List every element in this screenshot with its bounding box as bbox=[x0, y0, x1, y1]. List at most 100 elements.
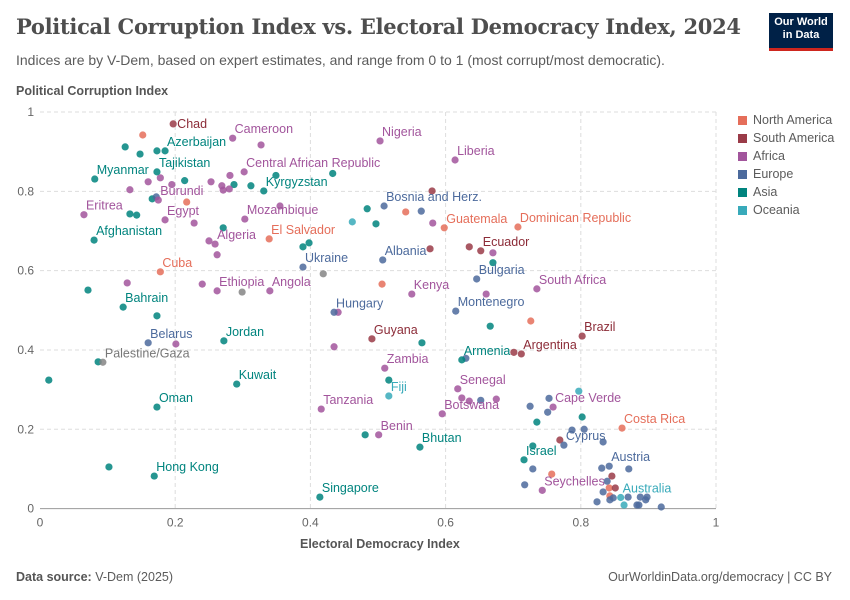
data-point bbox=[319, 270, 327, 278]
data-point bbox=[529, 465, 537, 473]
point-hong-kong bbox=[150, 472, 158, 480]
point-label: Zambia bbox=[387, 352, 429, 366]
data-point bbox=[361, 431, 369, 439]
data-point bbox=[329, 169, 337, 178]
point-label: Israel bbox=[526, 444, 557, 458]
data-point bbox=[529, 442, 537, 450]
point-label: Seychelles bbox=[544, 474, 604, 488]
point-label: Azerbaijan bbox=[167, 135, 226, 149]
point-bosnia-and-herz- bbox=[380, 202, 388, 210]
data-point bbox=[429, 219, 437, 227]
legend-item[interactable]: Asia bbox=[738, 183, 834, 201]
data-point bbox=[489, 249, 497, 257]
point-label: Cameroon bbox=[235, 122, 293, 136]
point-label: Montenegro bbox=[458, 295, 525, 309]
data-point bbox=[230, 180, 238, 189]
legend-swatch bbox=[738, 151, 747, 161]
legend-item[interactable]: Oceania bbox=[738, 201, 834, 219]
legend-item[interactable]: Europe bbox=[738, 165, 834, 183]
data-point bbox=[226, 171, 234, 180]
data-point bbox=[372, 220, 380, 228]
point-label: Albania bbox=[385, 244, 427, 258]
point-liberia bbox=[451, 156, 459, 164]
data-point bbox=[45, 376, 53, 384]
point-label: Senegal bbox=[460, 373, 506, 387]
data-point bbox=[548, 470, 556, 478]
point-label: Central African Republic bbox=[246, 156, 380, 170]
point-israel bbox=[520, 456, 528, 464]
point-label: Kuwait bbox=[239, 368, 277, 382]
point-cyprus bbox=[560, 441, 568, 449]
owid-logo[interactable]: Our World in Data bbox=[769, 13, 833, 51]
data-point bbox=[305, 239, 313, 247]
data-point bbox=[183, 198, 191, 206]
data-point bbox=[156, 174, 164, 182]
data-point bbox=[330, 343, 338, 351]
source-value[interactable]: V-Dem (2025) bbox=[95, 570, 174, 584]
data-point bbox=[257, 141, 265, 149]
point-oman bbox=[153, 403, 161, 411]
point-benin bbox=[375, 431, 383, 439]
point-label: Cyprus bbox=[566, 429, 606, 443]
point-ethiopia bbox=[213, 287, 221, 295]
point-label: Kyrgyzstan bbox=[266, 175, 328, 189]
data-point bbox=[105, 463, 113, 471]
data-point bbox=[153, 147, 161, 155]
y-tick-label: 0.8 bbox=[17, 184, 34, 198]
data-point bbox=[153, 312, 161, 320]
data-point bbox=[84, 286, 92, 294]
data-point bbox=[181, 177, 189, 185]
data-point bbox=[172, 340, 180, 348]
point-dominican-republic bbox=[514, 223, 522, 231]
data-point bbox=[568, 426, 576, 434]
point-ukraine bbox=[299, 263, 307, 271]
data-point bbox=[605, 484, 613, 492]
point-label: Bosnia and Herz. bbox=[386, 190, 482, 204]
data-source: Data source: V-Dem (2025) bbox=[16, 570, 173, 584]
point-kuwait bbox=[233, 380, 241, 388]
point-label: Botswana bbox=[444, 398, 499, 412]
data-point bbox=[575, 387, 583, 395]
point-kyrgyzstan bbox=[260, 187, 268, 195]
data-point bbox=[465, 397, 473, 405]
point-kenya bbox=[408, 290, 416, 298]
data-point bbox=[544, 408, 552, 416]
legend-item[interactable]: South America bbox=[738, 129, 834, 147]
point-label: Bhutan bbox=[422, 431, 462, 445]
point-zambia bbox=[381, 364, 389, 372]
point-label: Tanzania bbox=[323, 393, 373, 407]
x-tick-label: 0 bbox=[37, 516, 44, 530]
data-point bbox=[385, 376, 393, 384]
data-point bbox=[139, 131, 147, 139]
x-tick-label: 0.4 bbox=[302, 516, 319, 530]
data-point bbox=[533, 418, 541, 426]
data-point bbox=[611, 484, 619, 492]
point-label: Cape Verde bbox=[555, 391, 621, 405]
point-label: Brazil bbox=[584, 320, 615, 334]
data-point bbox=[219, 186, 227, 194]
point-chad bbox=[169, 120, 177, 128]
point-tajikistan bbox=[153, 168, 161, 176]
point-albania bbox=[379, 256, 387, 264]
footer-link[interactable]: OurWorldinData.org/democracy | CC BY bbox=[608, 570, 832, 584]
point-label: Eritrea bbox=[86, 199, 123, 213]
point-egypt bbox=[161, 216, 169, 224]
data-point bbox=[510, 348, 518, 356]
legend-label: Africa bbox=[753, 149, 785, 163]
legend-label: South America bbox=[753, 131, 835, 145]
point-label: South Africa bbox=[539, 273, 606, 287]
y-axis-label: Political Corruption Index bbox=[16, 84, 169, 98]
legend-label: Asia bbox=[753, 185, 778, 199]
point-label: Mozambique bbox=[247, 203, 319, 217]
data-point bbox=[219, 224, 227, 232]
y-tick-label: 1 bbox=[27, 105, 34, 119]
legend-swatch bbox=[738, 169, 747, 179]
data-point bbox=[545, 394, 553, 402]
point-argentina bbox=[517, 350, 525, 358]
point-cuba bbox=[156, 268, 164, 276]
legend-item[interactable]: North America bbox=[738, 111, 834, 129]
point-central-african-republic bbox=[240, 168, 248, 176]
legend-item[interactable]: Africa bbox=[738, 147, 834, 165]
data-point bbox=[121, 143, 129, 151]
data-point bbox=[418, 339, 426, 347]
